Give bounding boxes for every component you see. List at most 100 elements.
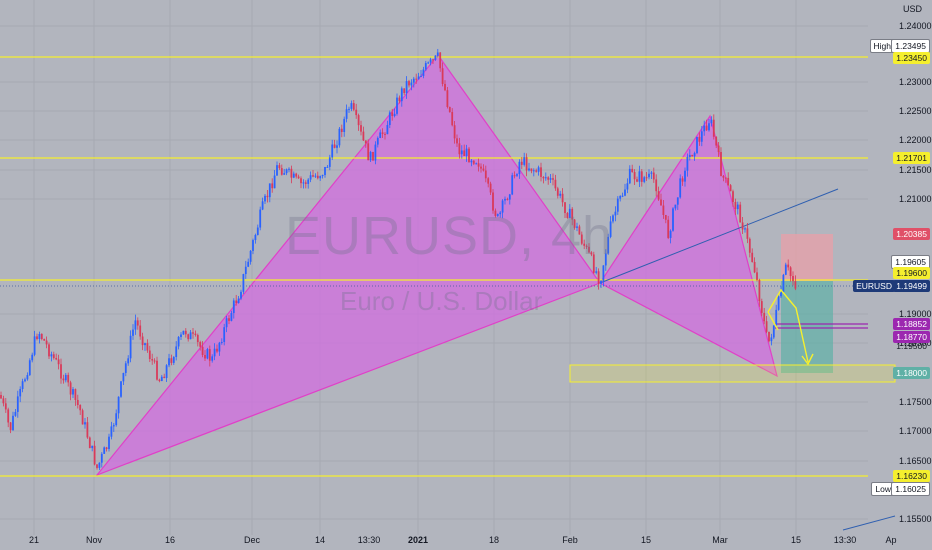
current-price-badge: 1.19499 <box>893 280 930 292</box>
candle-body <box>127 358 130 364</box>
pattern-bcd-triangle[interactable] <box>599 114 778 378</box>
candlesticks <box>0 48 797 471</box>
candle-body <box>494 210 497 216</box>
candle-body <box>580 234 583 244</box>
candle-body <box>285 169 288 174</box>
candle-body <box>12 415 14 431</box>
trendline-blue-lower[interactable] <box>842 515 896 531</box>
candle-body <box>158 379 161 382</box>
candle-body <box>331 144 334 158</box>
time-tick-label: Dec <box>244 535 261 545</box>
candle-body <box>547 177 550 180</box>
candle-body <box>468 148 470 163</box>
candle-body <box>237 298 240 304</box>
candle-body <box>720 152 722 176</box>
candle-body <box>117 396 120 414</box>
candle-body <box>705 125 708 131</box>
candle-body <box>57 359 60 365</box>
candle-body <box>472 160 475 164</box>
candle-body <box>535 170 538 172</box>
time-tick-label: 15 <box>791 535 801 545</box>
candle-body <box>343 118 346 133</box>
stop-loss-zone[interactable] <box>781 234 833 281</box>
candle-body <box>492 192 494 211</box>
candle-body <box>328 157 331 167</box>
candle-body <box>321 175 324 177</box>
candle-body <box>631 168 634 173</box>
candle-body <box>177 336 180 347</box>
trendline-blue[interactable] <box>599 188 839 284</box>
candle-body <box>33 336 36 355</box>
candle-body <box>230 313 233 321</box>
candle-body <box>156 360 158 380</box>
candle-body <box>182 330 185 335</box>
candle-body <box>115 413 118 426</box>
candle-body <box>300 178 302 184</box>
candle-body <box>784 264 787 275</box>
demand-zone-rect[interactable] <box>569 364 896 383</box>
candle-body <box>489 183 492 193</box>
candle-body <box>254 234 257 241</box>
candle-body <box>643 177 646 182</box>
candle-body <box>393 113 396 117</box>
price-axis[interactable]: 1.24000 1.23000 1.22500 1.22000 1.21500 1.210… <box>899 21 932 524</box>
purple-levels[interactable] <box>775 323 868 329</box>
candle-body <box>297 176 300 179</box>
candle-body <box>540 167 542 177</box>
price-tick-label: 1.19000 <box>899 309 932 319</box>
candle-body <box>364 140 367 144</box>
time-tick-label: 2021 <box>408 535 428 545</box>
candle-body <box>787 264 790 268</box>
time-tick-label: 13:30 <box>358 535 381 545</box>
stop-loss-badge: 1.20385 <box>893 228 930 240</box>
candle-body <box>148 350 151 360</box>
candle-body <box>592 254 595 273</box>
candle-body <box>120 381 122 397</box>
candle-body <box>532 170 535 172</box>
candle-body <box>429 59 432 63</box>
candle-body <box>350 103 353 109</box>
candle-body <box>110 426 113 437</box>
candle-body <box>290 168 293 178</box>
candle-body <box>511 175 514 195</box>
candle-body <box>108 436 110 450</box>
candle-body <box>652 172 655 180</box>
candle-body <box>268 183 271 198</box>
time-axis[interactable]: 21 Nov 16 Dec 14 13:30 2021 18 Feb 15 Mar 15 13:30 Ap <box>29 535 897 545</box>
candle-body <box>124 363 127 373</box>
candle-body <box>770 337 773 342</box>
candle-body <box>427 62 430 64</box>
candle-body <box>741 222 744 230</box>
candle-body <box>523 157 526 165</box>
candle-body <box>660 199 662 206</box>
candle-body <box>506 198 509 200</box>
candle-body <box>432 59 434 61</box>
candle-body <box>528 168 530 171</box>
candle-body <box>60 364 62 379</box>
candle-body <box>484 170 487 179</box>
candle-body <box>465 148 468 156</box>
candle-body <box>223 327 226 342</box>
candle-body <box>360 125 362 132</box>
candle-body <box>333 144 336 148</box>
candle-body <box>508 194 511 200</box>
purple-badge-1: 1.18852 <box>893 318 930 330</box>
symbol-watermark: EURUSD, 4h <box>285 206 614 266</box>
candle-body <box>439 52 442 69</box>
candle-body <box>672 208 674 231</box>
candle-body <box>160 376 163 382</box>
candle-body <box>712 119 715 137</box>
candle-body <box>600 280 602 284</box>
projection-arrows[interactable] <box>767 288 814 366</box>
candle-body <box>602 265 605 281</box>
candle-body <box>775 309 778 326</box>
candle-body <box>542 176 545 179</box>
candle-body <box>261 201 264 210</box>
horizontal-levels[interactable] <box>0 56 868 477</box>
candle-body <box>751 252 754 262</box>
price-tick-label: 1.23000 <box>899 77 932 87</box>
candle-body <box>228 318 230 321</box>
candle-body <box>513 175 516 177</box>
candle-body <box>129 335 132 359</box>
